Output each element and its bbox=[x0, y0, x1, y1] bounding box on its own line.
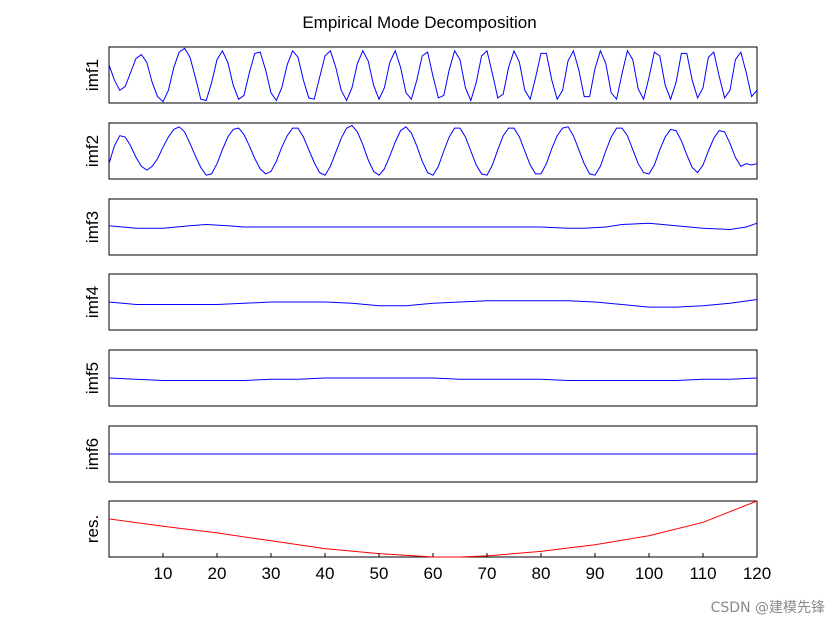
panel-imf4: imf4 bbox=[83, 273, 758, 331]
series-line-res bbox=[108, 500, 758, 558]
series-line-imf1 bbox=[108, 47, 758, 103]
panel-imf5: imf5 bbox=[83, 349, 758, 407]
x-tick-label: 70 bbox=[478, 564, 497, 583]
panel-frame bbox=[108, 122, 758, 180]
panel-label: imf2 bbox=[83, 135, 102, 167]
panel-label: imf6 bbox=[83, 438, 102, 470]
x-tick-label: 60 bbox=[424, 564, 443, 583]
x-tick-label: 10 bbox=[154, 564, 173, 583]
watermark: CSDN @建模先锋 bbox=[710, 600, 825, 616]
title: Empirical Mode Decomposition bbox=[302, 13, 537, 32]
panel-label: imf3 bbox=[83, 211, 102, 243]
series-line-imf3 bbox=[108, 222, 758, 231]
panel-frame bbox=[108, 273, 758, 331]
series-line-imf4 bbox=[108, 299, 758, 308]
panel-frame bbox=[108, 500, 758, 558]
panel-imf6: imf6 bbox=[83, 425, 758, 483]
series-line-imf5 bbox=[108, 377, 758, 381]
x-tick-label: 40 bbox=[316, 564, 335, 583]
x-tick-label: 30 bbox=[262, 564, 281, 583]
x-tick-label: 80 bbox=[532, 564, 551, 583]
x-tick-label: 20 bbox=[208, 564, 227, 583]
panel-imf2: imf2 bbox=[83, 122, 758, 180]
x-tick-label: 100 bbox=[635, 564, 663, 583]
panel-imf3: imf3 bbox=[83, 198, 758, 256]
x-tick-label: 110 bbox=[689, 564, 716, 583]
panel-label: imf5 bbox=[83, 362, 102, 394]
x-tick-label: 50 bbox=[370, 564, 389, 583]
series-line-imf2 bbox=[108, 124, 758, 176]
x-tick-label: 90 bbox=[586, 564, 605, 583]
panel-res: res. 10 20 30 40 50 60 70 80 90 100 110 120 bbox=[83, 500, 771, 583]
panel-label: imf1 bbox=[83, 59, 102, 91]
panel-label: res. bbox=[83, 515, 102, 543]
panel-imf1: imf1 bbox=[83, 46, 758, 104]
panel-label: imf4 bbox=[83, 286, 102, 318]
x-tick-label: 120 bbox=[743, 564, 771, 583]
